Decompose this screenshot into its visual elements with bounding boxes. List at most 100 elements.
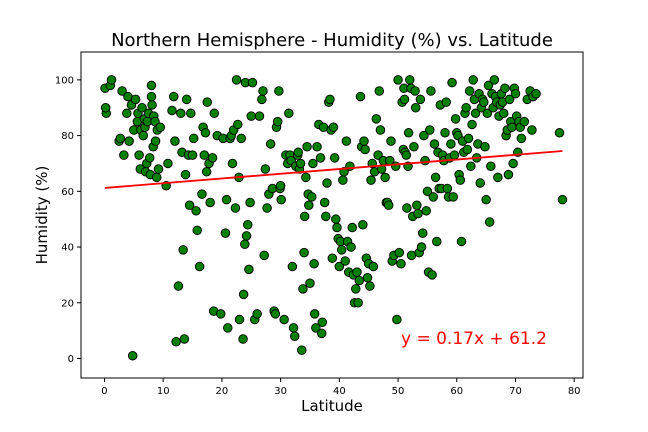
data-point (233, 120, 242, 129)
data-point (427, 87, 436, 96)
data-point (222, 195, 231, 204)
data-point (509, 159, 518, 168)
data-point (216, 310, 225, 319)
data-point (172, 337, 181, 346)
data-point (259, 87, 268, 96)
data-point (179, 246, 188, 255)
data-point (501, 84, 510, 93)
data-point (376, 126, 385, 135)
data-point (353, 268, 362, 277)
data-point (490, 76, 499, 85)
data-point (186, 109, 195, 118)
data-point (297, 346, 306, 355)
data-point (532, 89, 541, 98)
data-point (145, 154, 154, 163)
data-point (520, 117, 529, 126)
data-point (128, 351, 137, 360)
data-point (135, 151, 144, 160)
data-point (260, 251, 269, 260)
data-point (310, 310, 319, 319)
data-point (164, 159, 173, 168)
data-point (558, 195, 567, 204)
data-point (405, 76, 414, 85)
data-point (276, 181, 285, 190)
data-point (508, 123, 517, 132)
data-point (192, 207, 201, 216)
data-point (235, 315, 244, 324)
data-point (442, 98, 451, 107)
data-point (228, 159, 237, 168)
data-point (421, 156, 430, 165)
data-point (395, 248, 404, 257)
data-point (339, 176, 348, 185)
data-point (208, 154, 217, 163)
data-point (302, 173, 311, 182)
data-point (425, 126, 434, 135)
data-point (201, 129, 210, 138)
data-point (384, 201, 393, 210)
data-point (288, 262, 297, 271)
data-point (263, 204, 272, 213)
data-point (307, 193, 316, 202)
y-tick-label: 100 (55, 75, 74, 86)
x-axis-label: Latitude (301, 397, 363, 415)
data-point (391, 162, 400, 171)
data-point (355, 276, 364, 285)
data-point (189, 134, 198, 143)
data-point (443, 184, 452, 193)
data-point (261, 165, 270, 174)
data-point (313, 142, 322, 151)
data-point (188, 151, 197, 160)
data-point (328, 254, 337, 263)
data-point (203, 98, 212, 107)
data-point (429, 193, 438, 202)
data-point (359, 220, 368, 229)
data-point (323, 179, 332, 188)
data-point (318, 318, 327, 327)
data-point (290, 332, 299, 341)
data-point (499, 109, 508, 118)
chart-title: Northern Hemisphere - Humidity (%) vs. L… (111, 30, 553, 51)
data-point (280, 315, 289, 324)
data-point (246, 198, 255, 207)
data-point (177, 109, 186, 118)
data-point (169, 92, 178, 101)
data-point (462, 103, 471, 112)
data-point (171, 137, 180, 146)
data-point (456, 176, 465, 185)
data-point (394, 76, 403, 85)
data-point (107, 76, 116, 85)
x-tick-label: 50 (392, 386, 405, 397)
data-point (193, 226, 202, 235)
data-point (393, 315, 402, 324)
data-point (417, 243, 426, 252)
data-point (366, 282, 375, 291)
data-point (337, 246, 346, 255)
data-point (305, 201, 314, 210)
data-point (430, 140, 439, 149)
data-point (317, 329, 326, 338)
data-point (413, 201, 422, 210)
data-point (481, 142, 490, 151)
data-point (517, 134, 526, 143)
data-point (306, 279, 315, 288)
data-point (200, 151, 209, 160)
y-axis-label: Humidity (%) (33, 166, 51, 265)
data-point (210, 109, 219, 118)
data-point (277, 195, 286, 204)
data-point (223, 324, 232, 333)
data-point (253, 310, 262, 319)
data-point (231, 204, 240, 213)
data-point (316, 154, 325, 163)
data-point (449, 193, 458, 202)
y-axis: 0 20 40 60 80 100 (55, 75, 81, 365)
x-tick-label: 0 (101, 386, 107, 397)
x-tick-label: 80 (568, 386, 581, 397)
data-point (289, 324, 298, 333)
data-point (266, 140, 275, 149)
data-point (341, 257, 350, 266)
data-point (410, 142, 419, 151)
data-point (487, 162, 496, 171)
data-point (326, 95, 335, 104)
